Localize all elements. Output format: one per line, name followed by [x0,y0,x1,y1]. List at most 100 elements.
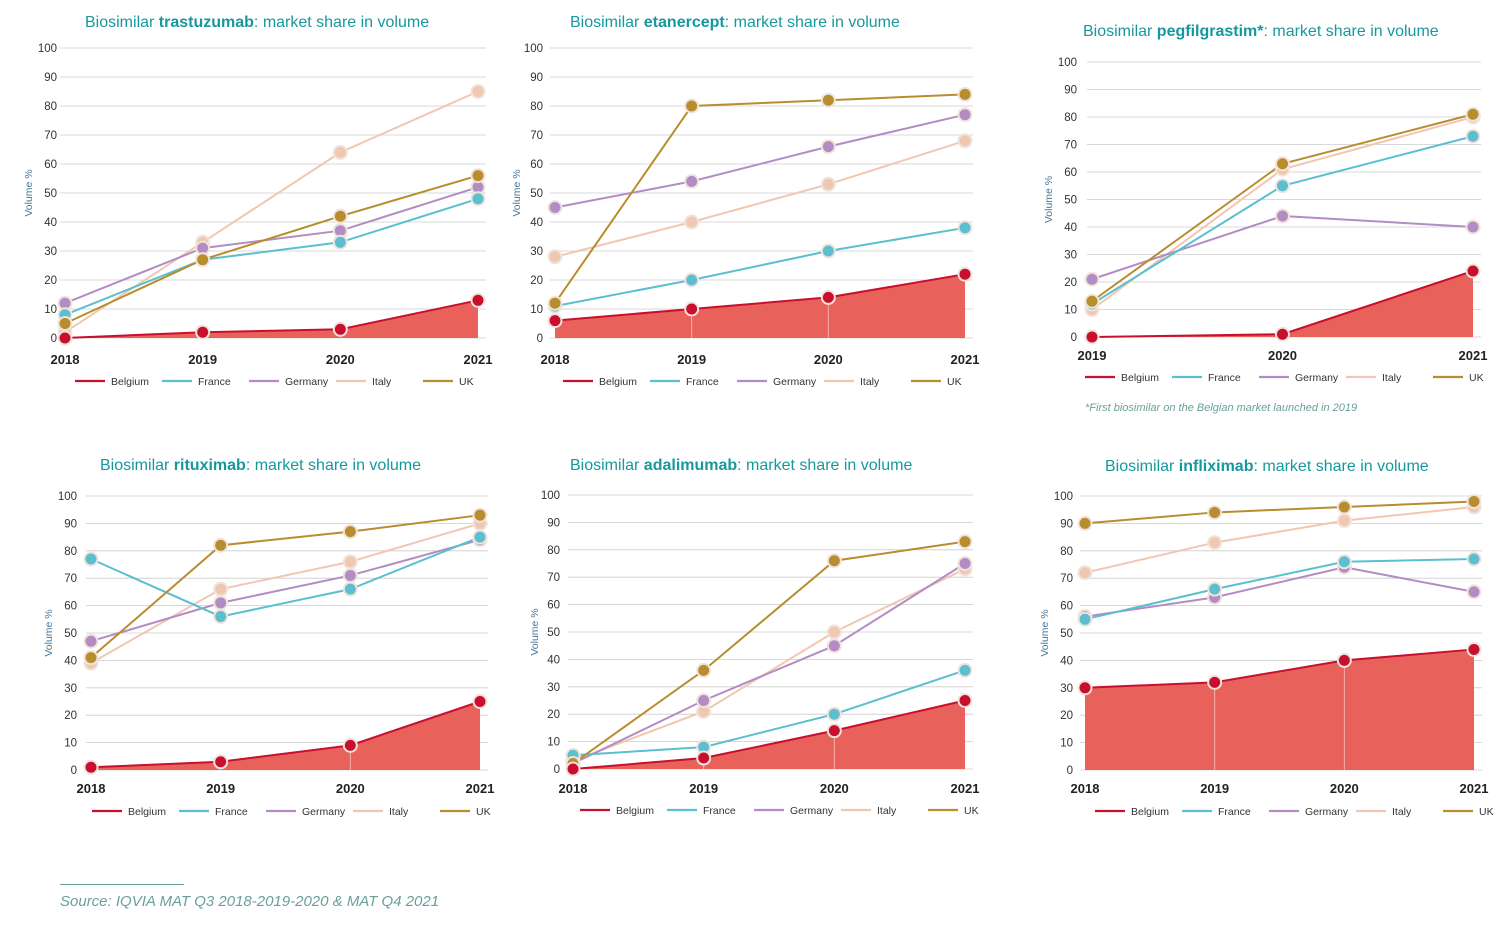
point-belgium [826,723,842,739]
point-belgium [1207,674,1223,690]
series-line-germany [90,538,481,643]
series-line-germany [572,562,966,765]
point-belgium [565,761,581,777]
chart-panel-infliximab: Biosimilar infliximab: market share in v… [1000,440,1500,840]
y-tick-label: 10 [64,738,77,750]
legend-label-france: France [198,376,231,388]
chart-svg: Biosimilar infliximab: market share in v… [1039,458,1494,818]
point-italy [1336,513,1352,529]
y-tick-label: 60 [1060,601,1073,613]
legend-label-germany: Germany [1295,372,1339,384]
y-tick-label: 80 [1064,112,1077,124]
y-tick-label: 100 [1054,491,1073,503]
x-tick-label: 2018 [541,352,570,367]
point-uk [195,252,211,268]
legend-label-germany: Germany [773,376,817,388]
y-tick-label: 40 [64,655,77,667]
y-tick-label: 70 [1064,140,1077,152]
point-france [820,243,836,259]
y-tick-label: 10 [547,737,560,749]
y-tick-label: 80 [64,546,77,558]
point-italy [957,133,973,149]
legend-label-italy: Italy [860,376,880,388]
point-uk [1275,156,1290,172]
y-tick-label: 90 [1060,518,1073,530]
chart-title-drug: adalimumab [644,457,738,474]
chart-title: Biosimilar etanercept: market share in v… [570,14,900,31]
y-tick-label: 70 [1060,573,1073,585]
point-uk [826,553,842,569]
chart-title-prefix: Biosimilar [570,14,644,31]
chart-panel-rituximab: Biosimilar rituximab: market share in vo… [0,440,500,840]
chart-title: Biosimilar adalimumab: market share in v… [570,457,912,474]
series-line-belgium [64,299,479,339]
legend-label-france: France [703,805,736,817]
point-france [957,220,973,236]
point-france [957,662,973,678]
point-germany [957,107,973,123]
legend-label-belgium: Belgium [1131,806,1169,818]
x-tick-label: 2019 [677,352,706,367]
point-germany [696,693,712,708]
x-tick-label: 2020 [336,781,365,796]
point-germany [826,638,842,654]
point-uk [1207,504,1223,520]
y-tick-label: 50 [547,627,560,639]
chart-svg: Biosimilar rituximab: market share in vo… [43,457,495,818]
y-tick-label: 40 [1064,222,1077,234]
chart-title-drug: rituximab [174,457,246,474]
y-tick-label: 70 [530,130,543,142]
point-france [1275,178,1290,194]
y-tick-label: 90 [64,518,77,530]
point-belgium [1275,326,1290,342]
y-tick-label: 0 [1071,332,1077,344]
x-tick-label: 2020 [1268,348,1297,363]
series-line-uk [1084,500,1475,525]
point-uk [1336,499,1352,515]
y-tick-label: 10 [44,304,57,316]
chart-svg: Biosimilar adalimumab: market share in v… [529,457,980,817]
x-tick-label: 2021 [464,352,493,367]
point-belgium [957,693,973,708]
x-tick-label: 2019 [689,781,718,796]
chart-title-drug: infliximab [1179,458,1254,475]
legend-label-germany: Germany [302,806,346,818]
series-line-france [1084,558,1475,621]
legend-label-germany: Germany [285,376,329,388]
point-belgium [957,266,973,282]
x-tick-label: 2018 [51,352,80,367]
point-belgium [1077,680,1093,696]
chart-title-prefix: Biosimilar [85,14,159,31]
y-tick-label: 20 [1060,710,1073,722]
y-tick-label: 50 [1064,195,1077,207]
y-tick-label: 90 [547,517,560,529]
chart-svg: Biosimilar pegfilgrastim*: market share … [1043,23,1487,384]
legend-label-france: France [686,376,719,388]
legend-label-italy: Italy [389,806,409,818]
point-france [1336,554,1352,570]
point-uk [332,208,348,224]
point-france [826,706,842,722]
point-uk [83,650,99,666]
legend-label-uk: UK [964,805,979,817]
point-uk [470,168,486,184]
y-tick-label: 50 [44,188,57,200]
point-uk [57,316,73,331]
point-uk [342,524,358,540]
y-tick-label: 0 [537,333,543,345]
x-tick-label: 2021 [466,781,495,796]
point-italy [1077,565,1093,581]
point-france [1466,551,1482,567]
point-france [342,581,358,597]
point-belgium [195,324,211,340]
series-line-belgium [554,273,966,322]
source-note: Source: IQVIA MAT Q3 2018-2019-2020 & MA… [60,893,440,910]
point-france [1077,611,1093,627]
point-italy [332,144,348,160]
point-uk [696,662,712,678]
x-tick-label: 2020 [326,352,355,367]
x-tick-label: 2021 [951,781,980,796]
y-tick-label: 0 [71,765,77,777]
x-tick-label: 2019 [1078,348,1107,363]
legend-label-italy: Italy [877,805,897,817]
